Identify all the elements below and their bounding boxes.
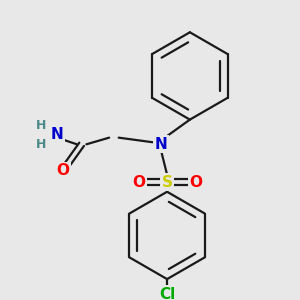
Text: N: N (155, 137, 168, 152)
Text: O: O (56, 164, 69, 178)
Text: H: H (36, 119, 46, 132)
Text: S: S (162, 175, 172, 190)
Text: N: N (51, 127, 63, 142)
Text: Cl: Cl (159, 287, 175, 300)
Text: O: O (189, 175, 202, 190)
Text: H: H (36, 138, 46, 151)
Text: O: O (132, 175, 145, 190)
